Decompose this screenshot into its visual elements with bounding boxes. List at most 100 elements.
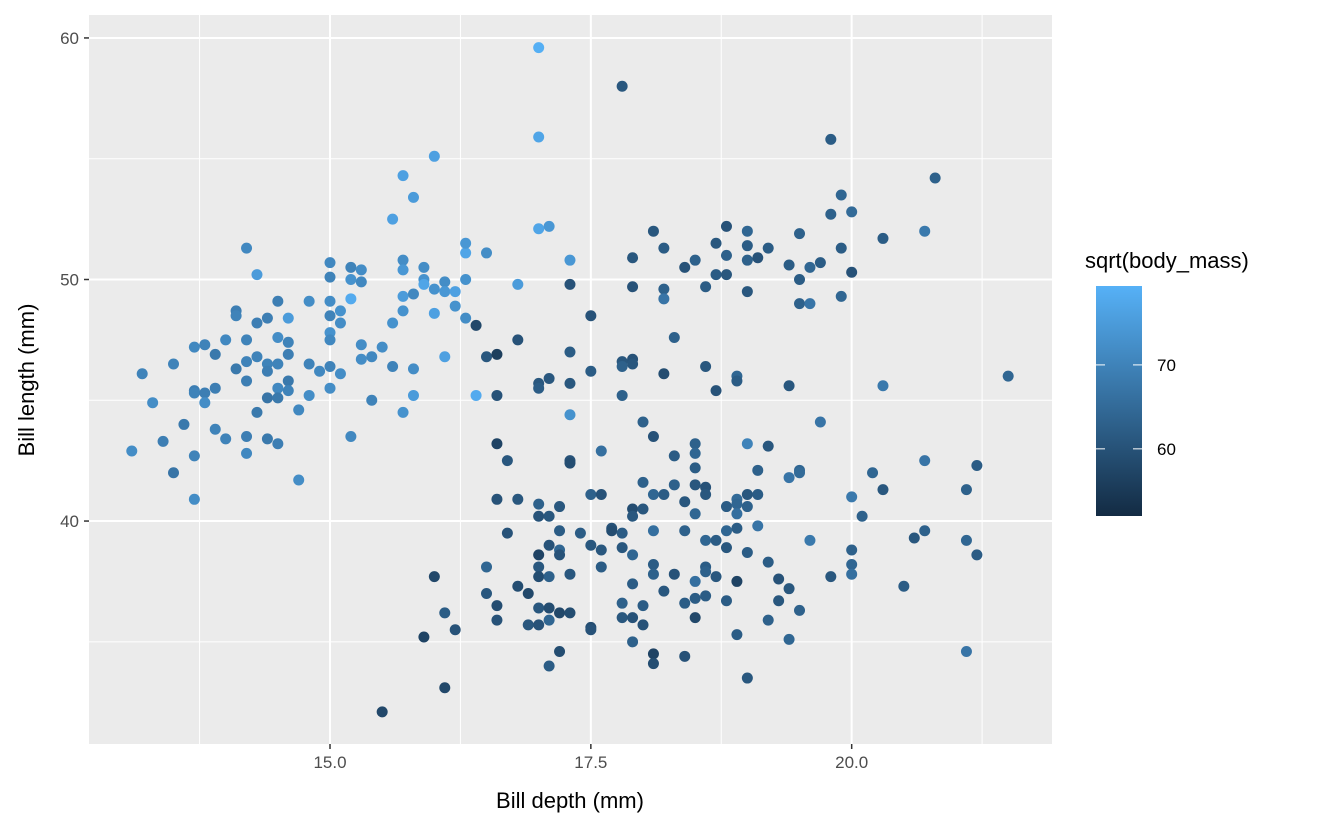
data-point — [397, 254, 409, 266]
data-point — [637, 503, 649, 515]
data-point — [804, 298, 816, 310]
data-point — [846, 491, 858, 503]
data-point — [794, 228, 806, 240]
data-point — [814, 416, 826, 428]
data-point — [324, 295, 336, 307]
y-axis: 40 50 60 — [60, 29, 89, 531]
data-point — [199, 339, 211, 351]
data-point — [272, 295, 284, 307]
data-point — [533, 561, 545, 573]
data-point — [794, 273, 806, 285]
data-point — [481, 247, 493, 259]
data-point — [334, 317, 346, 329]
data-point — [689, 592, 701, 604]
data-point — [272, 392, 284, 404]
data-point — [794, 604, 806, 616]
data-point — [679, 525, 691, 537]
data-point — [355, 339, 367, 351]
data-point — [908, 532, 920, 544]
data-point — [720, 542, 732, 554]
data-point — [627, 549, 639, 561]
data-point — [554, 525, 566, 537]
data-point — [616, 542, 628, 554]
data-point — [595, 544, 607, 556]
data-point — [168, 467, 180, 479]
data-point — [658, 488, 670, 500]
data-point — [825, 133, 837, 145]
data-point — [689, 612, 701, 624]
data-point — [689, 575, 701, 587]
data-point — [460, 247, 472, 259]
data-point — [731, 375, 743, 387]
data-point — [543, 571, 555, 583]
data-point — [564, 568, 576, 580]
data-point — [209, 423, 221, 435]
data-point — [449, 300, 461, 312]
data-point — [522, 588, 534, 600]
data-point — [241, 356, 253, 368]
data-point — [720, 249, 732, 261]
data-point — [564, 346, 576, 358]
data-point — [460, 273, 472, 285]
data-point — [689, 479, 701, 491]
data-point — [710, 269, 722, 281]
data-point — [804, 534, 816, 546]
data-point — [794, 298, 806, 310]
data-point — [376, 341, 388, 353]
x-tick-label: 15.0 — [313, 753, 346, 772]
data-point — [407, 288, 419, 300]
data-point — [647, 225, 659, 237]
data-point — [439, 607, 451, 619]
data-point — [439, 682, 451, 694]
data-point — [230, 310, 242, 322]
data-point — [533, 619, 545, 631]
data-point — [960, 534, 972, 546]
data-point — [522, 619, 534, 631]
data-point — [867, 467, 879, 479]
data-point — [700, 534, 712, 546]
data-point — [668, 568, 680, 580]
data-point — [168, 358, 180, 370]
data-point — [272, 331, 284, 343]
data-point — [877, 232, 889, 244]
data-point — [428, 283, 440, 295]
data-point — [188, 341, 200, 353]
data-point — [616, 527, 628, 539]
data-point — [647, 658, 659, 670]
data-point — [616, 360, 628, 372]
data-point — [501, 455, 513, 467]
data-point — [679, 496, 691, 508]
data-point — [783, 380, 795, 392]
data-points — [126, 42, 1014, 718]
data-point — [1002, 370, 1014, 382]
data-point — [627, 281, 639, 293]
x-axis: 15.0 17.5 20.0 — [313, 744, 868, 772]
data-point — [637, 600, 649, 612]
color-legend: sqrt(body_mass) 60 70 — [1085, 248, 1249, 516]
data-point — [543, 510, 555, 522]
x-axis-label: Bill depth (mm) — [496, 788, 644, 813]
data-point — [439, 286, 451, 298]
data-point — [449, 286, 461, 298]
data-point — [616, 612, 628, 624]
data-point — [324, 382, 336, 394]
data-point — [324, 310, 336, 322]
data-point — [188, 387, 200, 399]
data-point — [929, 172, 941, 184]
data-point — [272, 382, 284, 394]
data-point — [241, 447, 253, 459]
data-point — [554, 549, 566, 561]
data-point — [658, 283, 670, 295]
data-point — [689, 462, 701, 474]
data-point — [616, 597, 628, 609]
data-point — [616, 389, 628, 401]
data-point — [460, 312, 472, 324]
data-point — [261, 392, 273, 404]
data-point — [794, 467, 806, 479]
data-point — [971, 459, 983, 471]
data-point — [637, 416, 649, 428]
data-point — [241, 242, 253, 254]
data-point — [251, 269, 263, 281]
data-point — [418, 278, 430, 290]
